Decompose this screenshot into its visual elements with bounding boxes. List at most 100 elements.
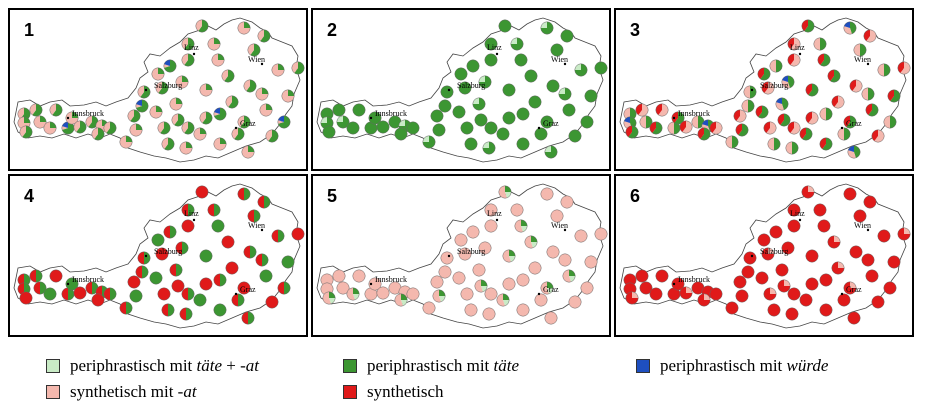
- pie-marker: [484, 53, 498, 67]
- pie-marker: [171, 279, 185, 293]
- pie-marker: [175, 75, 189, 89]
- pie-marker: [843, 21, 857, 35]
- pie-marker: [843, 187, 857, 201]
- pie-marker: [787, 203, 801, 217]
- pie-marker: [863, 195, 877, 209]
- pie-marker: [769, 59, 783, 73]
- pie-marker: [510, 37, 524, 51]
- map-panel-2: Linz Wien Salzburg Innsbruck Graz 2: [311, 8, 611, 171]
- pie-marker: [524, 69, 538, 83]
- legend-item-synthetic: synthetisch: [343, 382, 444, 402]
- pie-marker: [135, 265, 149, 279]
- pie-marker: [241, 145, 255, 159]
- legend-label: periphrastisch mit würde: [660, 356, 829, 375]
- pie-marker: [211, 53, 225, 67]
- pie-marker: [514, 53, 528, 67]
- city-label-innsbruck: Innsbruck: [72, 275, 104, 284]
- pie-marker: [877, 63, 891, 77]
- pie-marker: [805, 111, 819, 125]
- pie-marker: [368, 277, 382, 291]
- pie-marker: [281, 89, 295, 103]
- pie-marker: [767, 137, 781, 151]
- pie-marker: [247, 43, 261, 57]
- pie-marker: [755, 271, 769, 285]
- legend-item-periphrastic-taete-at: periphrastisch mit täte + -at: [46, 356, 259, 376]
- pie-marker: [735, 123, 749, 137]
- pie-marker: [534, 293, 548, 307]
- city-label-graz: Graz: [543, 119, 559, 128]
- pie-marker: [336, 281, 350, 295]
- pie-marker: [91, 127, 105, 141]
- pie-marker: [195, 19, 209, 33]
- pie-marker: [61, 287, 75, 301]
- pie-marker: [813, 37, 827, 51]
- pie-marker: [181, 53, 195, 67]
- pie-marker: [819, 137, 833, 151]
- pie-marker: [458, 247, 472, 261]
- pie-marker: [466, 59, 480, 73]
- pie-marker: [193, 293, 207, 307]
- pie-marker: [135, 99, 149, 113]
- pie-marker: [237, 281, 251, 295]
- pie-marker: [19, 125, 33, 139]
- pie-marker: [464, 137, 478, 151]
- pie-marker: [781, 75, 795, 89]
- city-dot: [447, 88, 451, 92]
- pie-marker: [73, 120, 87, 134]
- city-dot: [66, 116, 70, 120]
- city-label-salzburg: Salzburg: [457, 81, 485, 90]
- pie-marker: [243, 79, 257, 93]
- pie-marker: [478, 75, 492, 89]
- pie-marker: [119, 135, 133, 149]
- pie-marker: [322, 125, 336, 139]
- city-label-salzburg: Salzburg: [457, 247, 485, 256]
- pie-marker: [237, 187, 251, 201]
- pie-marker: [498, 185, 512, 199]
- pie-marker: [847, 145, 861, 159]
- pie-marker: [237, 21, 251, 35]
- city-dot: [66, 282, 70, 286]
- pie-marker: [761, 247, 775, 261]
- pie-marker: [697, 293, 711, 307]
- pie-marker: [157, 121, 171, 135]
- city-label-linz: Linz: [184, 43, 199, 52]
- pie-marker: [73, 286, 87, 300]
- legend: periphrastisch mit täte + -at synthetisc…: [0, 350, 928, 410]
- pie-marker: [199, 83, 213, 97]
- city-dot: [369, 282, 373, 286]
- city-dot: [537, 292, 541, 296]
- pie-marker: [346, 287, 360, 301]
- pie-marker: [861, 253, 875, 267]
- pie-marker: [516, 107, 530, 121]
- pie-marker: [394, 127, 408, 141]
- pie-marker: [544, 311, 558, 325]
- pie-marker: [406, 121, 420, 135]
- pie-marker: [655, 103, 669, 117]
- pie-marker: [887, 89, 901, 103]
- pie-marker: [897, 227, 911, 241]
- pie-marker: [819, 107, 833, 121]
- pie-marker: [560, 29, 574, 43]
- swatch-periphrastic-wuerde: [636, 359, 650, 373]
- pie-marker: [221, 69, 235, 83]
- pie-marker: [558, 87, 572, 101]
- country-outline: [316, 17, 604, 163]
- pie-marker: [528, 95, 542, 109]
- city-dot: [369, 116, 373, 120]
- pie-marker: [837, 293, 851, 307]
- city-dot: [840, 126, 844, 130]
- pie-marker: [761, 81, 775, 95]
- pie-marker: [594, 61, 608, 75]
- pie-marker: [438, 265, 452, 279]
- pie-marker: [510, 203, 524, 217]
- pie-marker: [440, 85, 454, 99]
- pie-marker: [540, 21, 554, 35]
- pie-marker: [560, 195, 574, 209]
- pie-marker: [763, 121, 777, 135]
- pie-marker: [787, 53, 801, 67]
- pie-marker: [568, 129, 582, 143]
- city-dot: [750, 254, 754, 258]
- pie-marker: [484, 203, 498, 217]
- pie-marker: [849, 79, 863, 93]
- pie-marker: [649, 287, 663, 301]
